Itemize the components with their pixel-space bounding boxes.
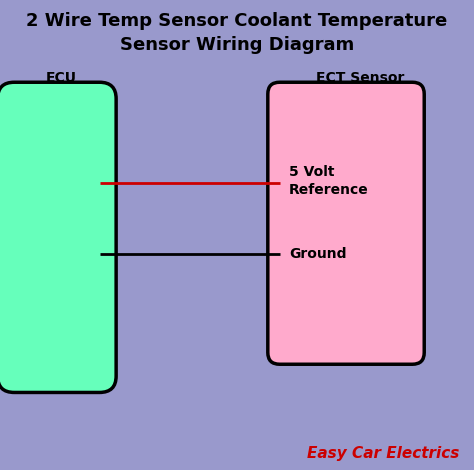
FancyBboxPatch shape xyxy=(0,82,116,392)
Text: Ground: Ground xyxy=(289,247,346,261)
Text: ECU: ECU xyxy=(46,70,77,85)
Text: Easy Car Electrics: Easy Car Electrics xyxy=(308,446,460,461)
FancyBboxPatch shape xyxy=(268,82,424,364)
Text: Sensor Wiring Diagram: Sensor Wiring Diagram xyxy=(120,36,354,54)
Text: 2 Wire Temp Sensor Coolant Temperature: 2 Wire Temp Sensor Coolant Temperature xyxy=(27,12,447,30)
Text: 5 Volt
Reference: 5 Volt Reference xyxy=(289,165,369,196)
Text: ECT Sensor: ECT Sensor xyxy=(316,70,404,85)
